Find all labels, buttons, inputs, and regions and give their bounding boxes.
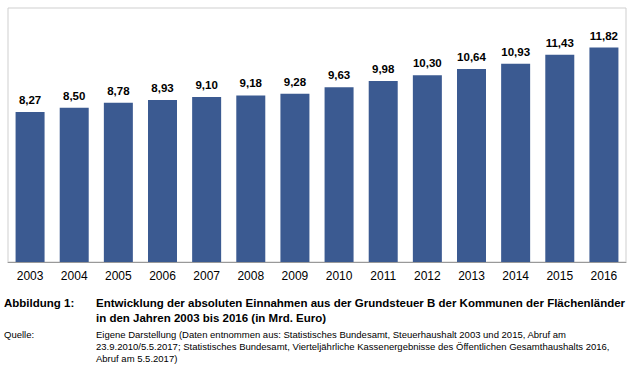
svg-text:2014: 2014 <box>502 269 529 283</box>
svg-text:9,28: 9,28 <box>284 76 307 88</box>
html-text:Abbildung 1:: Abbildung 1: <box>4 297 75 309</box>
svg-text:9,18: 9,18 <box>240 77 263 89</box>
svg-text:2009: 2009 <box>282 269 309 283</box>
svg-text:2004: 2004 <box>61 269 88 283</box>
svg-text:8,78: 8,78 <box>107 85 130 97</box>
svg-text:2005: 2005 <box>105 269 132 283</box>
svg-text:2016: 2016 <box>591 269 618 283</box>
svg-text:8,50: 8,50 <box>63 90 85 102</box>
svg-text:9,98: 9,98 <box>372 63 395 75</box>
svg-text:10,64: 10,64 <box>457 51 486 63</box>
html-text:Entwicklung der absoluten Einn: Entwicklung der absoluten Einnahmen aus … <box>96 297 626 324</box>
html-text:Eigene Darstellung (Daten entn: Eigene Darstellung (Daten entnommen aus:… <box>96 329 610 364</box>
svg-text:2013: 2013 <box>458 269 485 283</box>
svg-text:9,63: 9,63 <box>328 69 350 81</box>
svg-text:2006: 2006 <box>149 269 176 283</box>
svg-text:11,43: 11,43 <box>546 37 574 49</box>
svg-text:2008: 2008 <box>237 269 264 283</box>
svg-text:8,93: 8,93 <box>151 82 173 94</box>
svg-text:2007: 2007 <box>193 269 220 283</box>
svg-text:9,10: 9,10 <box>195 79 217 91</box>
html-text:Quelle:: Quelle: <box>4 329 35 340</box>
svg-text:2011: 2011 <box>370 269 396 283</box>
svg-text:10,30: 10,30 <box>413 57 442 69</box>
svg-text:2003: 2003 <box>17 269 44 283</box>
svg-text:2010: 2010 <box>326 269 353 283</box>
svg-text:2012: 2012 <box>414 269 441 283</box>
svg-text:11,82: 11,82 <box>590 30 618 42</box>
svg-text:10,93: 10,93 <box>501 46 530 58</box>
svg-text:8,27: 8,27 <box>19 94 41 106</box>
svg-text:2015: 2015 <box>546 269 573 283</box>
